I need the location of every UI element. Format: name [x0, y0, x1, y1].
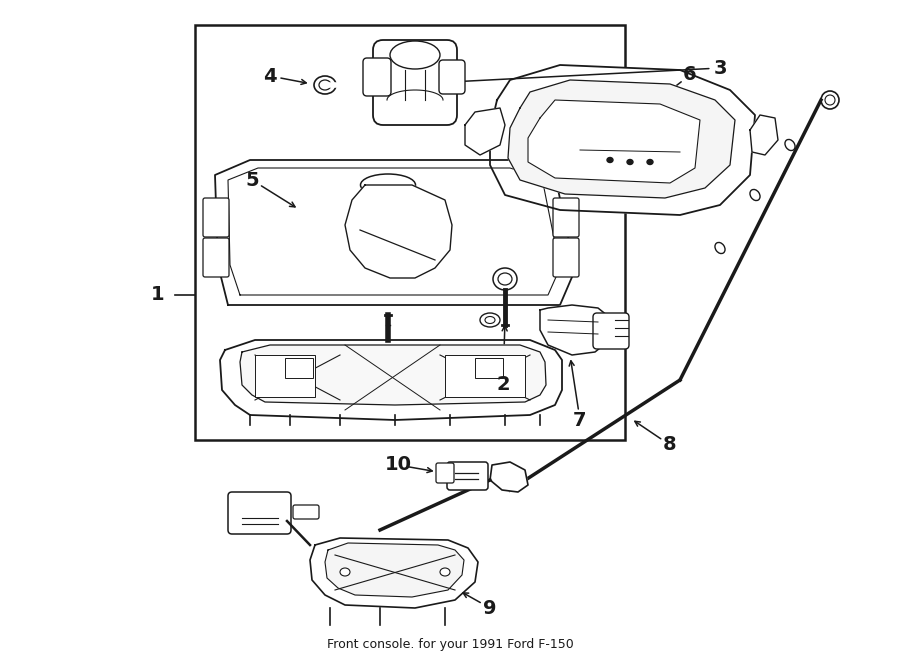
Polygon shape: [508, 80, 735, 198]
Polygon shape: [490, 462, 528, 492]
FancyBboxPatch shape: [373, 40, 457, 125]
FancyBboxPatch shape: [593, 313, 629, 349]
FancyBboxPatch shape: [447, 462, 488, 490]
Bar: [285, 358, 313, 378]
Text: 4: 4: [263, 67, 277, 85]
Text: 3: 3: [713, 59, 727, 77]
Text: 8: 8: [663, 436, 677, 455]
Polygon shape: [240, 345, 546, 405]
Ellipse shape: [627, 159, 633, 165]
Polygon shape: [490, 65, 755, 215]
Bar: [445, 355, 525, 397]
Polygon shape: [215, 160, 575, 305]
Text: 9: 9: [483, 598, 497, 617]
FancyBboxPatch shape: [553, 238, 579, 277]
Polygon shape: [325, 543, 464, 597]
Polygon shape: [540, 305, 613, 355]
FancyBboxPatch shape: [553, 198, 579, 237]
Text: 2: 2: [496, 375, 509, 395]
FancyBboxPatch shape: [436, 463, 454, 483]
Bar: [255, 355, 315, 397]
Text: 5: 5: [245, 171, 259, 190]
FancyBboxPatch shape: [439, 60, 465, 94]
FancyBboxPatch shape: [203, 238, 229, 277]
Ellipse shape: [607, 157, 613, 163]
Ellipse shape: [825, 95, 835, 105]
FancyBboxPatch shape: [363, 58, 391, 96]
Polygon shape: [310, 538, 478, 608]
Ellipse shape: [485, 317, 495, 323]
Polygon shape: [345, 185, 452, 278]
Text: 1: 1: [151, 286, 165, 305]
Ellipse shape: [440, 568, 450, 576]
Text: 6: 6: [683, 65, 697, 85]
Ellipse shape: [480, 313, 500, 327]
Ellipse shape: [361, 174, 416, 196]
Polygon shape: [528, 100, 700, 183]
FancyBboxPatch shape: [293, 505, 319, 519]
Ellipse shape: [785, 139, 795, 151]
FancyBboxPatch shape: [203, 198, 229, 237]
Ellipse shape: [493, 268, 517, 290]
Polygon shape: [465, 108, 505, 155]
FancyBboxPatch shape: [228, 492, 291, 534]
Bar: [195, 25, 625, 440]
Ellipse shape: [340, 568, 350, 576]
Text: 7: 7: [573, 410, 587, 430]
Polygon shape: [220, 340, 562, 420]
Text: 10: 10: [384, 455, 411, 475]
Ellipse shape: [390, 41, 440, 69]
Polygon shape: [750, 115, 778, 155]
Text: Front console. for your 1991 Ford F-150: Front console. for your 1991 Ford F-150: [327, 638, 573, 651]
Ellipse shape: [821, 91, 839, 109]
Ellipse shape: [715, 243, 725, 254]
Ellipse shape: [647, 159, 653, 165]
Bar: [475, 358, 503, 378]
Ellipse shape: [314, 76, 336, 94]
Ellipse shape: [498, 273, 512, 285]
Ellipse shape: [319, 80, 331, 90]
Ellipse shape: [750, 190, 760, 200]
